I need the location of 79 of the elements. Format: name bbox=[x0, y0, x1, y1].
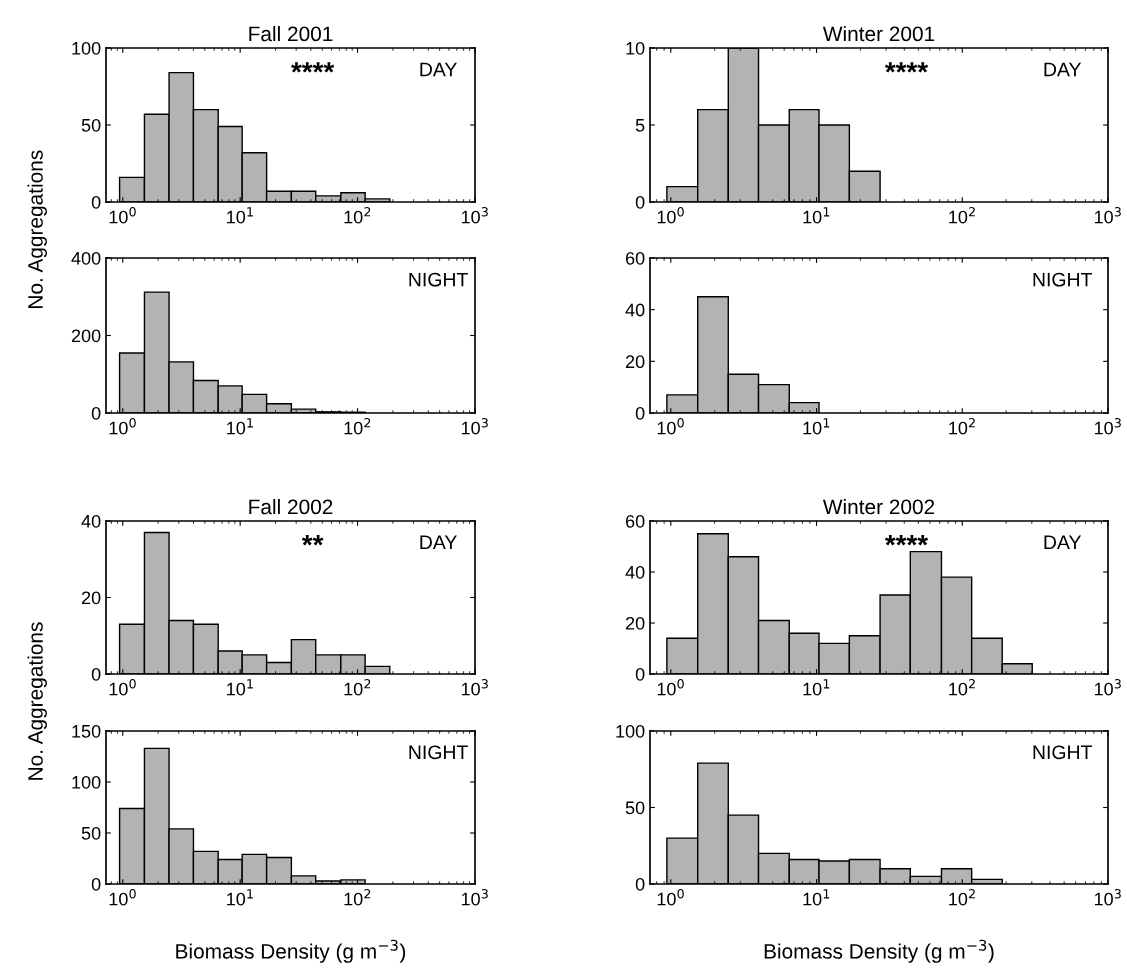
annotation: **** bbox=[884, 62, 929, 73]
x-tick-label: 10$^{1}$ bbox=[803, 418, 830, 435]
x-tick-label: 10$^{1}$ bbox=[803, 679, 830, 696]
y-tick-label: 200 bbox=[71, 329, 101, 343]
y-tick-label: 100 bbox=[72, 775, 101, 789]
annotation: DAY bbox=[1044, 62, 1082, 77]
annotation: DAY bbox=[1044, 535, 1082, 549]
y-tick-label: 0 bbox=[91, 877, 101, 891]
chart-title: Winter 2002 bbox=[822, 498, 935, 515]
y-tick-label: 400 bbox=[71, 251, 101, 265]
x-tick-label: 10$^{3}$ bbox=[1094, 206, 1121, 224]
chart-title: Fall 2002 bbox=[249, 498, 333, 515]
x-tick-label: 10$^{3}$ bbox=[461, 206, 488, 224]
x-tick-label: 10$^{0}$ bbox=[109, 678, 136, 696]
x-axis-title: Biomass Density (g m$^{−3}$) bbox=[176, 939, 406, 963]
y-axis-title: No. Aggregations bbox=[27, 622, 47, 780]
x-tick-label: 10$^{1}$ bbox=[227, 418, 253, 435]
y-tick-label: 150 bbox=[72, 724, 101, 738]
x-tick-label: 10$^{2}$ bbox=[949, 417, 975, 435]
y-tick-label: 10 bbox=[626, 41, 645, 55]
annotation: NIGHT bbox=[409, 745, 468, 760]
annotation: DAY bbox=[420, 535, 457, 549]
x-tick-label: 10$^{0}$ bbox=[109, 206, 136, 224]
x-tick-label: 10$^{2}$ bbox=[949, 678, 975, 696]
y-tick-label: 0 bbox=[91, 406, 101, 420]
x-tick-label: 10$^{2}$ bbox=[949, 206, 975, 224]
x-tick-label: 10$^{3}$ bbox=[1094, 417, 1121, 435]
y-tick-label: 40 bbox=[625, 303, 645, 317]
y-tick-label: 60 bbox=[625, 514, 645, 528]
y-tick-label: 0 bbox=[635, 667, 645, 681]
y-tick-label: 40 bbox=[625, 565, 645, 579]
x-tick-label: 10$^{3}$ bbox=[461, 888, 488, 906]
annotation: DAY bbox=[420, 62, 457, 77]
y-tick-label: 100 bbox=[72, 41, 101, 55]
x-tick-label: 10$^{2}$ bbox=[344, 417, 371, 435]
y-tick-label: 20 bbox=[81, 591, 101, 605]
x-tick-label: 10$^{1}$ bbox=[227, 889, 253, 906]
y-tick-label: 20 bbox=[625, 355, 645, 369]
y-tick-label: 50 bbox=[81, 118, 101, 132]
chart-title: Winter 2001 bbox=[822, 25, 935, 42]
x-tick-label: 10$^{0}$ bbox=[657, 417, 684, 435]
x-tick-label: 10$^{1}$ bbox=[803, 889, 830, 906]
y-tick-label: 0 bbox=[91, 195, 101, 209]
x-tick-label: 10$^{1}$ bbox=[227, 679, 253, 696]
y-tick-label: 5 bbox=[635, 119, 645, 132]
y-tick-label: 100 bbox=[616, 724, 645, 738]
annotation: **** bbox=[884, 535, 929, 546]
x-tick-label: 10$^{2}$ bbox=[344, 206, 371, 224]
x-tick-label: 10$^{0}$ bbox=[109, 417, 136, 435]
annotation: NIGHT bbox=[1033, 745, 1092, 760]
y-tick-label: 40 bbox=[81, 514, 101, 528]
x-tick-label: 10$^{2}$ bbox=[949, 888, 975, 906]
y-tick-label: 50 bbox=[81, 826, 101, 840]
x-tick-label: 10$^{2}$ bbox=[344, 888, 371, 906]
x-tick-label: 10$^{0}$ bbox=[657, 678, 684, 696]
x-tick-label: 10$^{0}$ bbox=[657, 888, 684, 906]
annotation: NIGHT bbox=[1033, 272, 1092, 287]
x-tick-label: 10$^{3}$ bbox=[1094, 888, 1121, 906]
chart-title: Fall 2001 bbox=[249, 25, 333, 42]
annotation: ** bbox=[301, 535, 324, 546]
y-tick-label: 0 bbox=[635, 406, 645, 420]
y-tick-label: 20 bbox=[625, 616, 645, 630]
x-axis-title: Biomass Density (g m$^{−3}$) bbox=[764, 939, 994, 963]
annotation: **** bbox=[291, 62, 335, 73]
annotation: NIGHT bbox=[409, 272, 468, 287]
x-tick-label: 10$^{1}$ bbox=[227, 207, 253, 224]
y-tick-label: 0 bbox=[635, 195, 645, 209]
x-tick-label: 10$^{2}$ bbox=[344, 678, 371, 696]
x-tick-label: 10$^{3}$ bbox=[1094, 678, 1121, 696]
y-tick-label: 50 bbox=[625, 801, 645, 815]
y-tick-label: 60 bbox=[625, 251, 645, 265]
x-tick-label: 10$^{3}$ bbox=[461, 417, 488, 435]
x-tick-label: 10$^{0}$ bbox=[657, 206, 684, 224]
y-tick-label: 0 bbox=[91, 667, 101, 681]
x-tick-label: 10$^{0}$ bbox=[109, 888, 136, 906]
y-axis-title: No. Aggregations bbox=[27, 150, 47, 308]
y-tick-label: 0 bbox=[635, 877, 645, 891]
x-tick-label: 10$^{3}$ bbox=[461, 678, 488, 696]
x-tick-label: 10$^{1}$ bbox=[803, 207, 830, 224]
